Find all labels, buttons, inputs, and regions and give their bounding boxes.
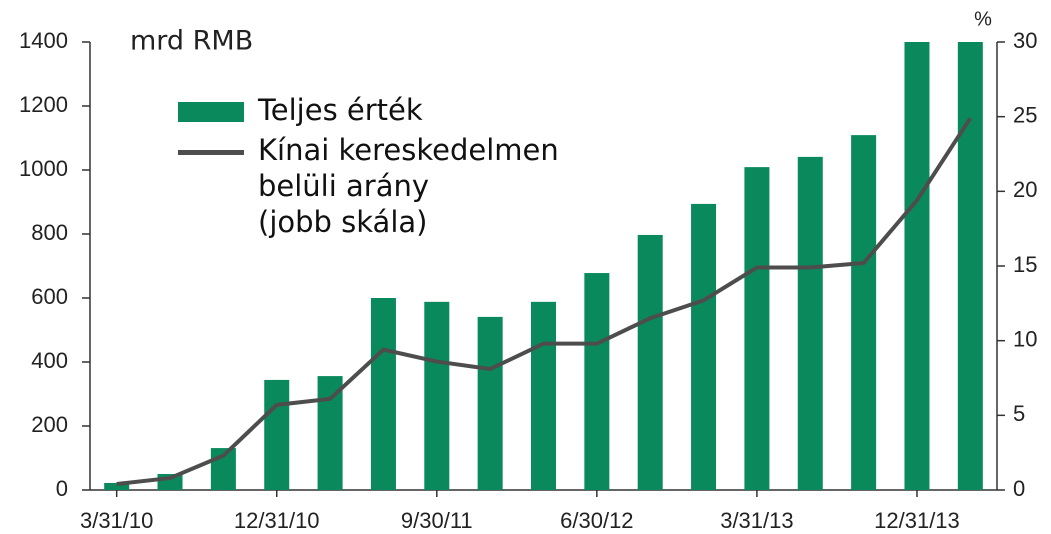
x-tick-label: 3/31/10 xyxy=(80,508,153,533)
y-tick-label: 800 xyxy=(31,220,68,245)
legend: Teljes érték Kínai kereskedelmen belüli a… xyxy=(178,92,559,244)
y2-tick-label: 30 xyxy=(1013,28,1037,53)
x-tick-label: 9/30/11 xyxy=(401,508,473,533)
bar xyxy=(637,234,663,490)
legend-swatch xyxy=(178,102,244,122)
y2-tick-label: 15 xyxy=(1013,252,1037,277)
bar xyxy=(424,301,450,490)
bar xyxy=(370,298,396,490)
y-tick-label: 200 xyxy=(31,412,68,437)
y-tick-label: 0 xyxy=(56,476,68,501)
y-tick-label: 1200 xyxy=(19,92,68,117)
x-tick-label: 12/31/10 xyxy=(234,508,320,533)
bar xyxy=(957,42,983,490)
y2-tick-label: 5 xyxy=(1013,401,1025,426)
y-unit-label: mrd RMB xyxy=(130,26,253,57)
y2-tick-label: 0 xyxy=(1013,476,1025,501)
y2-tick-label: 10 xyxy=(1013,326,1037,351)
bar xyxy=(744,167,770,490)
bar xyxy=(264,379,290,490)
legend-swatch xyxy=(178,150,244,155)
y-tick-label: 1400 xyxy=(19,28,68,53)
bar xyxy=(104,482,130,490)
legend-label: Kínai kereskedelmen belüli arány (jobb s… xyxy=(258,133,559,239)
y2-tick-label: 20 xyxy=(1013,177,1037,202)
bar xyxy=(797,156,823,490)
x-tick-label: 6/30/12 xyxy=(560,508,633,533)
bar xyxy=(531,301,556,490)
bar xyxy=(477,316,503,490)
legend-item: Teljes érték xyxy=(178,92,559,128)
x-tick-label: 12/31/13 xyxy=(874,508,960,533)
y2-unit-label: % xyxy=(974,8,992,30)
bar xyxy=(317,376,343,490)
y-tick-label: 1000 xyxy=(19,156,68,181)
line xyxy=(116,117,973,487)
bar xyxy=(851,135,877,490)
bar xyxy=(904,42,930,490)
bar xyxy=(691,203,717,491)
y-tick-label: 600 xyxy=(31,284,68,309)
legend-item: Kínai kereskedelmen belüli arány (jobb s… xyxy=(178,132,559,240)
y2-tick-label: 25 xyxy=(1013,102,1037,127)
legend-label: Teljes érték xyxy=(258,93,423,127)
bar xyxy=(584,273,610,490)
x-tick-label: 3/31/13 xyxy=(720,508,793,533)
y-tick-label: 400 xyxy=(31,348,68,373)
